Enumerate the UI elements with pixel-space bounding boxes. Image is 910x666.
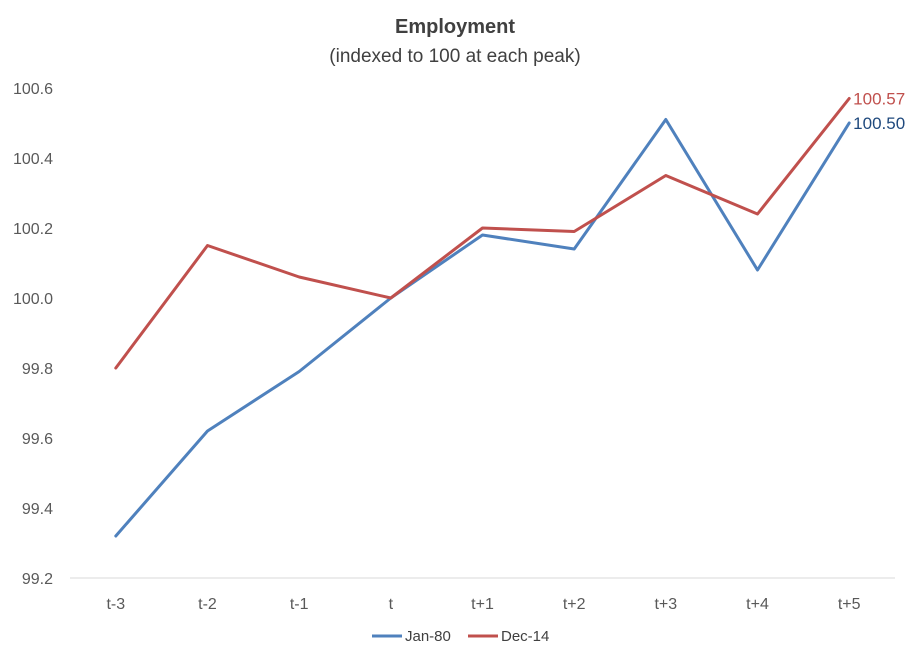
y-tick-label: 100.4 [13, 151, 53, 168]
x-tick-label: t+2 [563, 596, 586, 613]
x-axis: t-3 t-2 t-1 t t+1 t+2 t+3 t+4 t+5 [106, 596, 860, 613]
data-label-jan-80: 100.50 [853, 114, 905, 133]
x-tick-label: t-2 [198, 596, 217, 613]
x-tick-label: t+3 [654, 596, 677, 613]
y-tick-label: 99.4 [22, 501, 53, 518]
x-tick-label: t+1 [471, 596, 494, 613]
chart-subtitle: (indexed to 100 at each peak) [329, 46, 580, 67]
y-tick-label: 99.6 [22, 431, 53, 448]
y-axis: 99.2 99.4 99.6 99.8 100.0 100.2 100.4 100.6 [13, 81, 53, 588]
x-tick-label: t+4 [746, 596, 769, 613]
y-tick-label: 100.0 [13, 291, 53, 308]
data-label-dec-14: 100.57 [853, 90, 905, 109]
x-tick-label: t-1 [290, 596, 309, 613]
x-tick-label: t+5 [838, 596, 861, 613]
chart-title: Employment [395, 16, 515, 38]
y-tick-label: 99.8 [22, 361, 53, 378]
series-layer: 100.50 100.57 [114, 90, 905, 538]
legend-label: Dec-14 [501, 628, 549, 645]
x-tick-label: t [389, 596, 394, 613]
x-tick-label: t-3 [106, 596, 125, 613]
legend: Jan-80 Dec-14 [372, 628, 549, 645]
y-tick-label: 100.6 [13, 81, 53, 98]
y-tick-label: 100.2 [13, 221, 53, 238]
legend-label: Jan-80 [405, 628, 451, 645]
y-tick-label: 99.2 [22, 571, 53, 588]
series-line-dec-14 [114, 97, 851, 370]
series-line-jan-80 [114, 118, 851, 538]
